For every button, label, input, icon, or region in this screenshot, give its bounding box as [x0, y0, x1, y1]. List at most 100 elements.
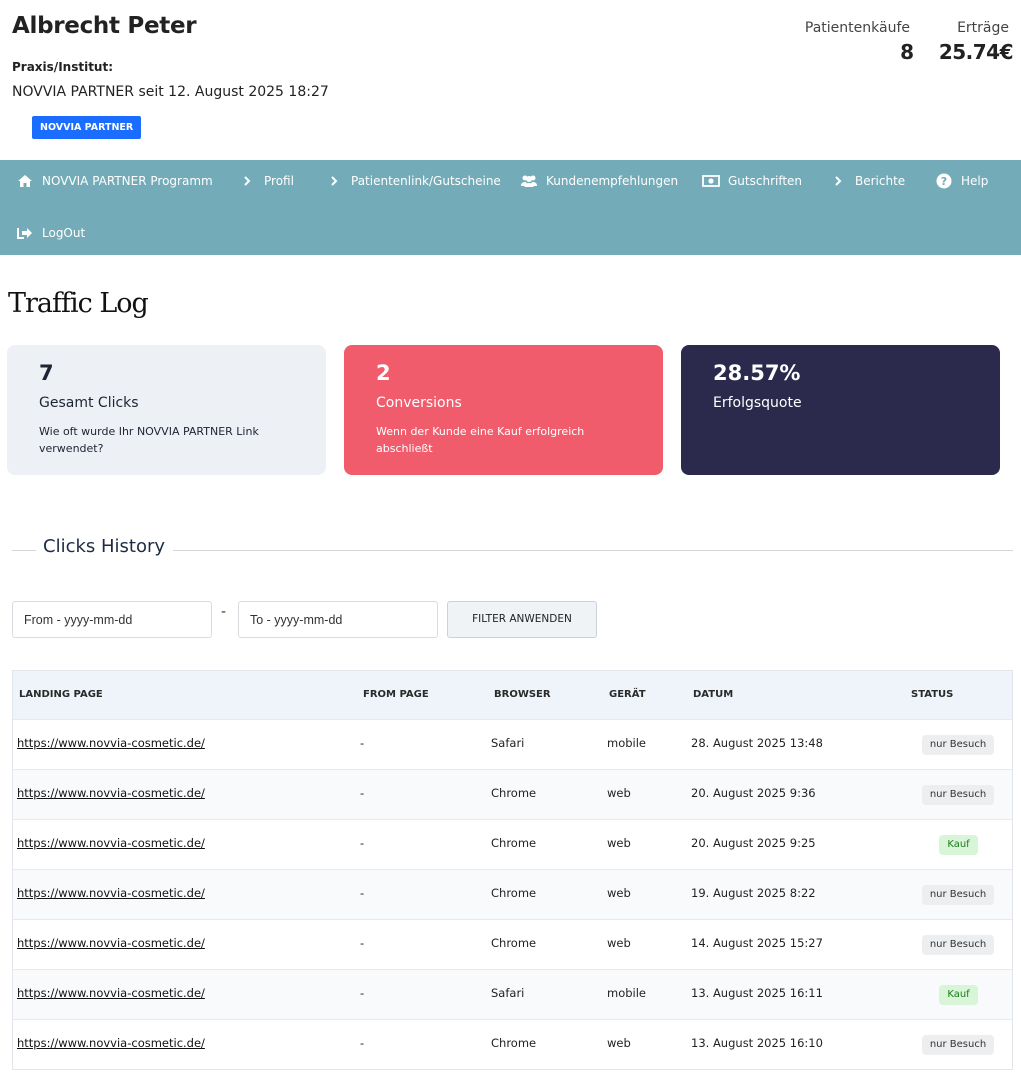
landing-page-link[interactable]: https://www.novvia-cosmetic.de/	[17, 736, 205, 750]
status-badge: nur Besuch	[922, 785, 994, 805]
table-header: LANDING PAGE FROM PAGE BROWSER GERÄT DAT…	[13, 671, 1012, 719]
money-icon	[702, 173, 720, 189]
card-value: 7	[39, 361, 54, 385]
praxis-label: Praxis/Institut:	[12, 60, 114, 74]
nav-label: Gutschriften	[728, 174, 803, 188]
landing-page-link[interactable]: https://www.novvia-cosmetic.de/	[17, 986, 205, 1000]
column-header: BROWSER	[494, 689, 551, 700]
from-page-cell: -	[360, 886, 365, 900]
stat-card-clicks: 7 Gesamt Clicks Wie oft wurde Ihr NOVVIA…	[7, 345, 326, 475]
earnings-value: 25.74€	[938, 40, 1014, 64]
purchases-label: Patientenkäufe	[804, 20, 910, 36]
landing-page-link[interactable]: https://www.novvia-cosmetic.de/	[17, 886, 205, 900]
date-range-dash: -	[221, 604, 227, 620]
card-description: Wenn der Kunde eine Kauf erfolgreich abs…	[376, 425, 585, 455]
column-header: FROM PAGE	[363, 689, 429, 700]
from-page-cell: -	[360, 836, 365, 850]
date-cell: 20. August 2025 9:25	[691, 836, 816, 850]
help-icon: ?	[935, 173, 953, 189]
table-row: https://www.novvia-cosmetic.de/ - Chrome we…	[13, 919, 1012, 969]
browser-cell: Chrome	[491, 936, 537, 950]
landing-page-link[interactable]: https://www.novvia-cosmetic.de/	[17, 1036, 205, 1050]
chevron-right-icon	[325, 173, 343, 189]
nav-item-patientenlink[interactable]: Patientenlink/Gutscheine	[325, 171, 501, 191]
device-cell: web	[607, 836, 631, 850]
page-title: Traffic Log	[8, 288, 149, 319]
status-badge: nur Besuch	[922, 935, 994, 955]
date-cell: 28. August 2025 13:48	[691, 736, 823, 750]
clicks-table: LANDING PAGE FROM PAGE BROWSER GERÄT DAT…	[12, 670, 1013, 1070]
browser-cell: Chrome	[491, 786, 537, 800]
date-cell: 20. August 2025 9:36	[691, 786, 816, 800]
partner-name: Albrecht Peter	[12, 13, 197, 39]
nav-label: Kundenempfehlungen	[546, 174, 679, 188]
nav-item-profil[interactable]: Profil	[238, 171, 294, 191]
nav-item-logout[interactable]: LogOut	[16, 223, 85, 243]
card-value: 2	[376, 361, 391, 385]
landing-page-link[interactable]: https://www.novvia-cosmetic.de/	[17, 836, 205, 850]
table-body: https://www.novvia-cosmetic.de/ - Safari mo…	[13, 719, 1012, 1069]
table-row: https://www.novvia-cosmetic.de/ - Chrome we…	[13, 819, 1012, 869]
filter-button[interactable]: FILTER ANWENDEN	[447, 601, 597, 638]
device-cell: mobile	[607, 736, 647, 750]
nav-label: Berichte	[855, 174, 906, 188]
table-row: https://www.novvia-cosmetic.de/ - Chrome we…	[13, 769, 1012, 819]
status-badge: nur Besuch	[922, 1035, 994, 1055]
column-header: DATUM	[693, 689, 734, 700]
nav-label: LogOut	[42, 226, 86, 240]
nav-label: Help	[961, 174, 989, 188]
nav-item-kundenempfehlungen[interactable]: Kundenempfehlungen	[520, 171, 678, 191]
nav-item-gutschriften[interactable]: Gutschriften	[702, 171, 802, 191]
to-date-input[interactable]	[238, 601, 438, 638]
from-page-cell: -	[360, 736, 365, 750]
status-badge: Kauf	[939, 985, 978, 1005]
browser-cell: Safari	[491, 736, 525, 750]
browser-cell: Safari	[491, 986, 525, 1000]
browser-cell: Chrome	[491, 1036, 537, 1050]
table-row: https://www.novvia-cosmetic.de/ - Safari mo…	[13, 719, 1012, 769]
section-divider-left	[12, 550, 36, 551]
nav-label: Patientenlink/Gutscheine	[351, 174, 501, 188]
users-icon	[520, 173, 538, 189]
landing-page-link[interactable]: https://www.novvia-cosmetic.de/	[17, 936, 205, 950]
stat-card-success-rate: 28.57% Erfolgsquote	[681, 345, 1000, 475]
purchases-value: 8	[900, 40, 914, 64]
nav-label: Profil	[264, 174, 294, 188]
column-header: LANDING PAGE	[19, 689, 103, 700]
card-label: Erfolgsquote	[713, 395, 802, 411]
date-cell: 19. August 2025 8:22	[691, 886, 816, 900]
nav-label: NOVVIA PARTNER Programm	[42, 174, 213, 188]
nav-item-programm[interactable]: NOVVIA PARTNER Programm	[16, 171, 213, 191]
nav-item-help[interactable]: ? Help	[935, 171, 988, 191]
from-page-cell: -	[360, 986, 365, 1000]
device-cell: web	[607, 886, 631, 900]
date-cell: 13. August 2025 16:10	[691, 1036, 823, 1050]
card-label: Conversions	[376, 395, 462, 411]
card-value: 28.57%	[713, 361, 801, 385]
earnings-label: Erträge	[957, 20, 1009, 36]
status-badge: nur Besuch	[922, 885, 994, 905]
svg-text:?: ?	[941, 175, 947, 188]
browser-cell: Chrome	[491, 836, 537, 850]
nav-item-berichte[interactable]: Berichte	[829, 171, 905, 191]
from-date-input[interactable]	[12, 601, 212, 638]
card-description: Wie oft wurde Ihr NOVVIA PARTNER Link ve…	[39, 425, 259, 455]
column-header: STATUS	[911, 689, 954, 700]
from-page-cell: -	[360, 786, 365, 800]
device-cell: mobile	[607, 986, 647, 1000]
table-row: https://www.novvia-cosmetic.de/ - Chrome we…	[13, 869, 1012, 919]
column-header: GERÄT	[609, 689, 646, 700]
device-cell: web	[607, 936, 631, 950]
partner-badge: NOVVIA PARTNER	[32, 116, 142, 139]
partner-since: NOVVIA PARTNER seit 12. August 2025 18:2…	[12, 84, 329, 100]
table-row: https://www.novvia-cosmetic.de/ - Safari mo…	[13, 969, 1012, 1019]
date-cell: 13. August 2025 16:11	[691, 986, 823, 1000]
browser-cell: Chrome	[491, 886, 537, 900]
section-title: Clicks History	[43, 536, 166, 557]
chevron-right-icon	[238, 173, 256, 189]
landing-page-link[interactable]: https://www.novvia-cosmetic.de/	[17, 786, 205, 800]
from-page-cell: -	[360, 936, 365, 950]
status-badge: Kauf	[939, 835, 978, 855]
logout-icon	[16, 225, 34, 241]
stat-card-conversions: 2 Conversions Wenn der Kunde eine Kauf e…	[344, 345, 663, 475]
